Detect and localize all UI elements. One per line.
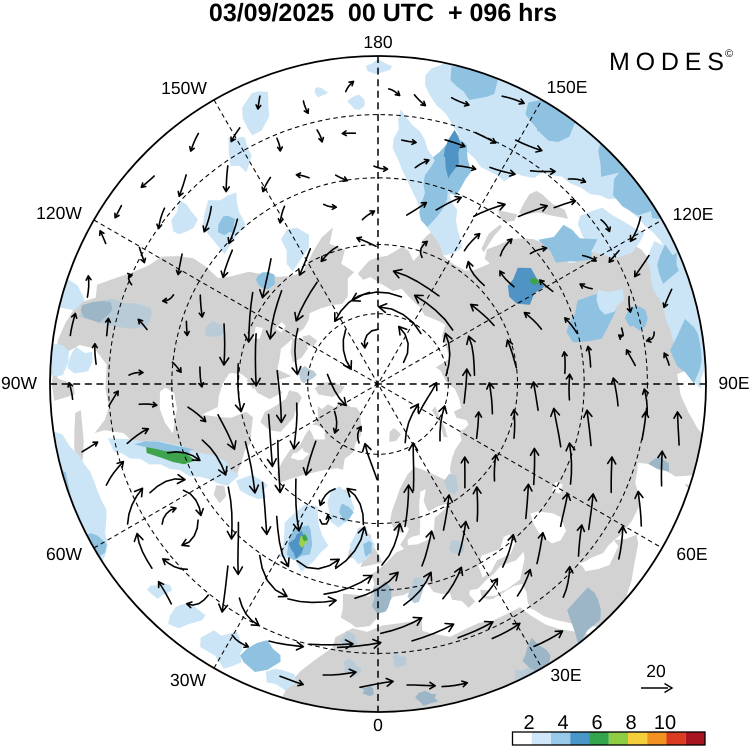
svg-text:150W: 150W — [161, 78, 207, 98]
svg-text:180: 180 — [363, 32, 392, 52]
svg-text:60E: 60E — [676, 544, 707, 564]
svg-text:10: 10 — [654, 712, 676, 734]
svg-text:©: © — [725, 48, 733, 60]
svg-text:90W: 90W — [1, 373, 37, 393]
svg-text:0: 0 — [373, 715, 383, 735]
svg-text:60W: 60W — [46, 544, 82, 564]
svg-text:30E: 30E — [550, 665, 581, 685]
svg-text:4: 4 — [557, 712, 568, 734]
svg-text:20: 20 — [646, 661, 666, 681]
svg-text:120E: 120E — [673, 204, 714, 224]
svg-text:90E: 90E — [718, 373, 749, 393]
svg-text:30W: 30W — [170, 670, 206, 690]
svg-text:150E: 150E — [547, 77, 588, 97]
svg-text:120W: 120W — [36, 203, 82, 223]
svg-text:MODES: MODES — [609, 48, 730, 76]
svg-text:03/09/2025 00 UTC + 096 hrs: 03/09/2025 00 UTC + 096 hrs — [209, 0, 557, 27]
svg-text:6: 6 — [591, 712, 602, 734]
svg-text:2: 2 — [523, 712, 534, 734]
svg-text:8: 8 — [625, 712, 636, 734]
